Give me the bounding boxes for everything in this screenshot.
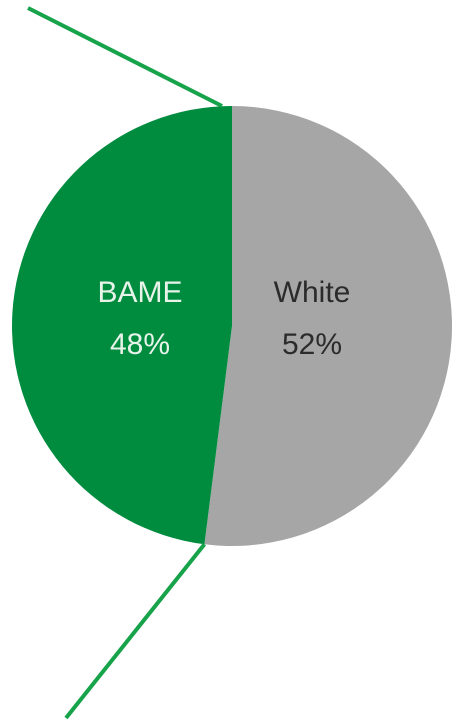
pie-slice-bame	[11, 106, 232, 545]
slice-value-white: 52%	[282, 328, 342, 361]
connector-line-bottom	[64, 543, 206, 720]
pie-slice-white	[204, 106, 452, 546]
slice-value-bame: 48%	[110, 328, 170, 361]
slice-label-bame: BAME	[97, 276, 182, 309]
slice-label-white: White	[274, 276, 351, 309]
connector-line-top	[27, 6, 223, 108]
